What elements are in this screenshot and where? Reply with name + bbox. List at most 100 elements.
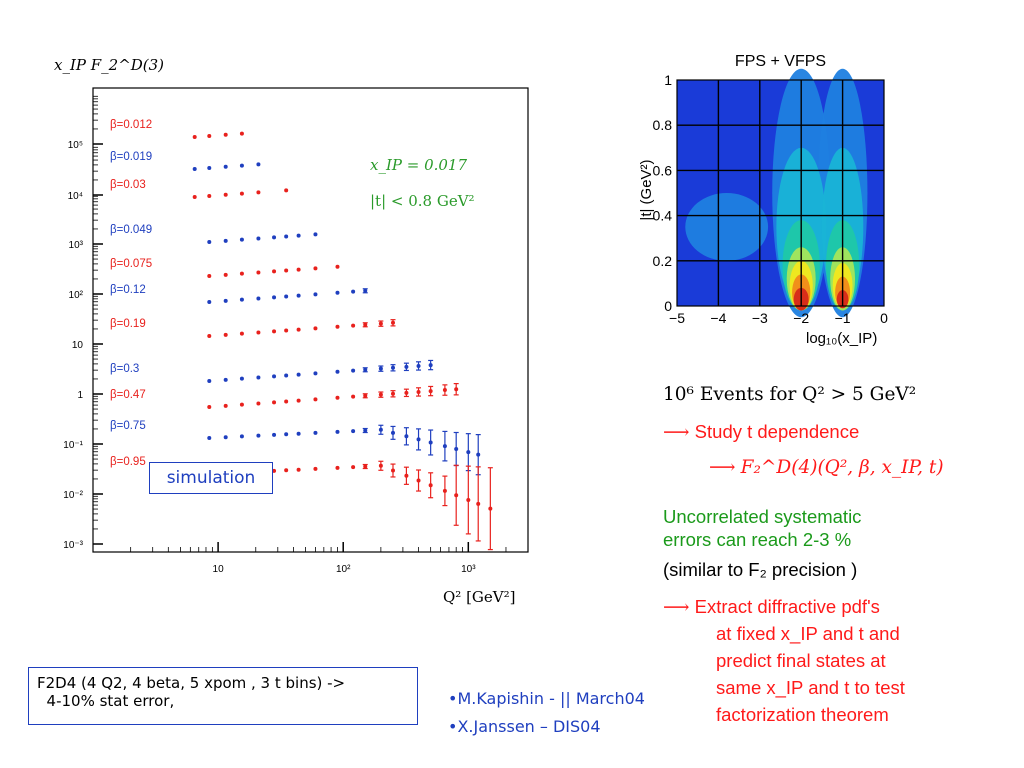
data-point [335, 465, 340, 470]
data-point [223, 132, 228, 137]
study-line: ⟶ Study t dependence [663, 421, 859, 444]
heatmap-x-label: log₁₀(x_IP) [806, 330, 877, 347]
data-point [284, 234, 289, 239]
data-point [284, 268, 289, 273]
heatmap-title: FPS + VFPS [735, 53, 826, 70]
data-point [272, 295, 277, 300]
data-point [256, 270, 261, 275]
arrow-icon: ⟶ [663, 597, 690, 618]
data-point [284, 188, 289, 193]
data-point [284, 468, 289, 473]
data-point [296, 233, 301, 238]
data-point [313, 266, 318, 271]
x-tick-label: −5 [669, 310, 685, 326]
data-point [351, 465, 356, 470]
data-point [284, 399, 289, 404]
data-point [256, 296, 261, 301]
extract-line-5: factorization theorem [716, 704, 889, 725]
study-text: Study t dependence [694, 421, 860, 442]
data-point [313, 326, 318, 331]
y-tick-label: 10 [72, 340, 84, 351]
data-point [192, 135, 197, 139]
data-point [192, 195, 197, 199]
x-tick-label: 10 [213, 564, 225, 575]
y-tick-label: 10⁵ [68, 140, 83, 151]
data-point [296, 372, 301, 377]
series-label: β=0.03 [110, 179, 146, 191]
note-line-2: 4-10% stat error, [37, 692, 175, 710]
y-tick-label: 10⁻³ [63, 540, 83, 551]
y-tick-label: 0.2 [653, 253, 673, 269]
data-point [207, 165, 212, 170]
data-point [351, 368, 356, 373]
y-tick-label: 0.8 [653, 117, 673, 133]
x-axis-label: Q² [GeV²] [443, 588, 516, 606]
data-point [351, 394, 356, 399]
x-tick-label: −3 [752, 310, 768, 326]
data-point [272, 374, 277, 379]
data-point [192, 167, 197, 171]
data-point [239, 191, 244, 196]
extract-line-2: at fixed x_IP and t and [716, 623, 900, 644]
data-point [284, 294, 289, 299]
data-point [272, 432, 277, 437]
x-tick-label: −2 [793, 310, 809, 326]
series-label: β=0.19 [110, 318, 146, 330]
data-point [223, 403, 228, 408]
data-point [239, 271, 244, 276]
data-point [223, 377, 228, 382]
data-point [284, 373, 289, 378]
data-point [313, 371, 318, 376]
y-tick-label: 10³ [69, 240, 84, 251]
x-tick-label: 0 [880, 310, 888, 326]
data-point [272, 468, 277, 473]
data-point [207, 274, 212, 278]
data-point [256, 190, 261, 195]
data-point [256, 433, 261, 438]
heatmap-frame [676, 79, 885, 307]
data-point [284, 328, 289, 333]
data-point [313, 232, 318, 237]
data-point [313, 430, 318, 435]
data-point [239, 297, 244, 302]
arrow-icon: ⟶ [663, 422, 690, 443]
simulation-label: simulation [149, 462, 273, 494]
note-line-1: F2D4 (4 Q2, 4 beta, 5 xpom , 3 t bins) -… [37, 674, 346, 692]
data-point [296, 467, 301, 472]
data-point [296, 327, 301, 332]
data-point [239, 237, 244, 242]
f2d3-chart: 10⁵ 10⁴ 10³ 10² 10 1 10⁻¹ 10⁻² 10⁻³ 10 10² 10³ x_IP … [54, 56, 529, 606]
y-tick-label: 0.4 [653, 208, 673, 224]
data-point [207, 436, 212, 440]
data-point [207, 240, 212, 244]
data-point [256, 401, 261, 406]
data-point [239, 402, 244, 407]
data-point [335, 395, 340, 400]
x-tick-label: 10² [336, 564, 351, 575]
series-label: β=0.3 [110, 363, 139, 375]
x-tick-label: −1 [835, 310, 851, 326]
data-point [256, 375, 261, 380]
data-point [239, 376, 244, 381]
data-point [223, 435, 228, 440]
annotation-t: |t| < 0.8 GeV² [370, 192, 475, 210]
extract-line-3: predict final states at [716, 650, 886, 671]
data-point [335, 290, 340, 295]
y-tick-label: 0 [664, 298, 672, 314]
series-label: β=0.12 [110, 284, 146, 296]
data-point [272, 235, 277, 240]
data-point [256, 330, 261, 335]
data-point [351, 289, 356, 294]
arrow-icon: ⟶ [709, 457, 736, 478]
data-point [351, 323, 356, 328]
x-tick-label: 10³ [461, 564, 476, 575]
data-point [223, 298, 228, 303]
y-tick-label: 1 [77, 390, 83, 401]
data-point [256, 236, 261, 241]
data-point [296, 267, 301, 272]
y-tick-label: 10⁻¹ [63, 440, 83, 451]
series-label: β=0.075 [110, 258, 152, 270]
y-tick-label: 10⁴ [68, 191, 83, 202]
series-label: β=0.75 [110, 420, 146, 432]
author-2: •X.Janssen – DIS04 [448, 717, 601, 736]
